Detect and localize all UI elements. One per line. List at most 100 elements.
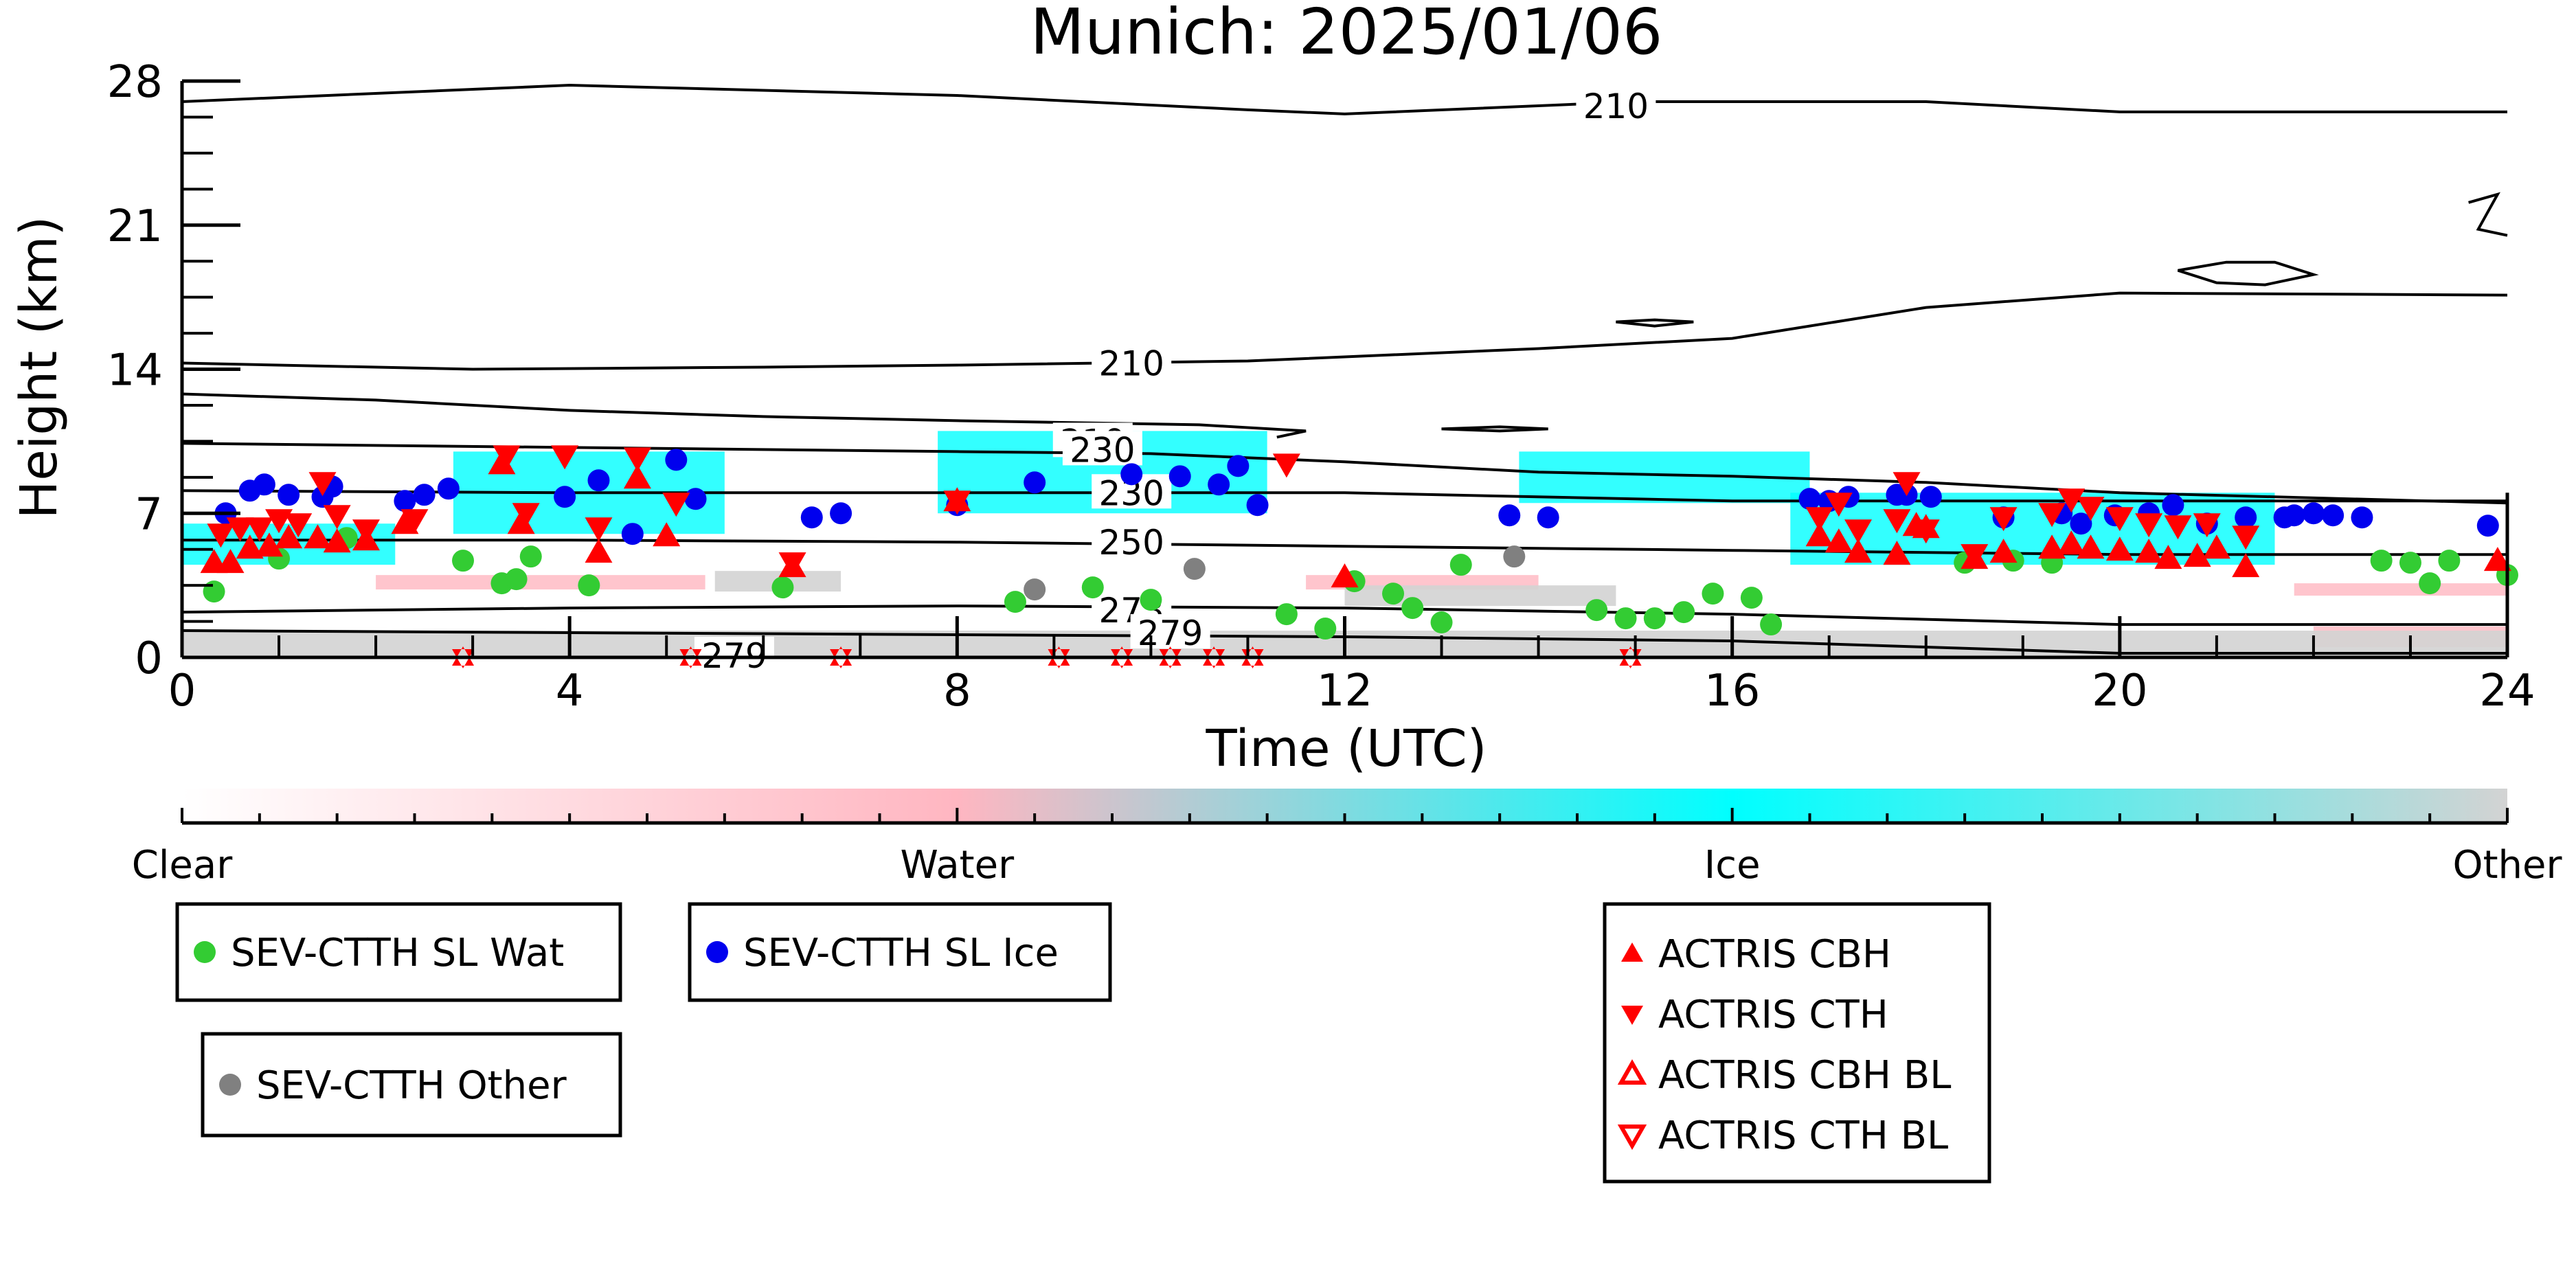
data-point bbox=[2438, 550, 2461, 572]
contour-label-background bbox=[1092, 344, 1172, 379]
data-point bbox=[1208, 473, 1230, 496]
data-point bbox=[413, 484, 436, 506]
data-point bbox=[587, 469, 610, 492]
x-tick-label: 4 bbox=[556, 666, 584, 716]
data-point bbox=[1168, 465, 1191, 488]
legend-label: ACTRIS CBH BL bbox=[1658, 1053, 1951, 1098]
data-point bbox=[1227, 455, 1250, 477]
data-point bbox=[1275, 603, 1298, 626]
data-point bbox=[2105, 507, 2134, 532]
x-tick-label: 20 bbox=[2092, 666, 2147, 716]
legend-frame bbox=[175, 902, 622, 1002]
phase-region-water bbox=[2294, 583, 2507, 596]
data-point bbox=[585, 517, 613, 542]
data-point bbox=[2202, 534, 2230, 559]
data-point bbox=[275, 524, 303, 549]
y-tick-label: 28 bbox=[107, 57, 163, 108]
legends: SEV-CTTH SL Wat SEV-CTTH Other SEV-CTTH SL… bbox=[175, 902, 1991, 1184]
data-point bbox=[1120, 463, 1143, 486]
series-sev-ctth-sl-ice bbox=[214, 449, 2499, 545]
data-point bbox=[621, 523, 644, 545]
data-point bbox=[391, 510, 419, 534]
legend-label: ACTRIS CTH bbox=[1658, 993, 1888, 1037]
y-tick-label: 7 bbox=[135, 489, 163, 540]
data-point bbox=[1702, 583, 1724, 605]
data-point bbox=[1024, 471, 1046, 494]
contour-label-background bbox=[1576, 87, 1656, 122]
data-point bbox=[1961, 545, 1989, 569]
data-point bbox=[1883, 541, 1911, 565]
legend-box: SEV-CTTH SL Ice bbox=[688, 902, 1112, 1002]
data-point bbox=[679, 646, 702, 668]
legend-marker bbox=[1617, 1059, 1647, 1085]
data-point bbox=[437, 477, 460, 500]
legend-label: SEV-CTTH Other bbox=[256, 1063, 567, 1108]
data-point bbox=[1246, 494, 1269, 517]
data-point bbox=[255, 532, 283, 557]
legend-marker bbox=[1621, 942, 1643, 962]
data-point bbox=[512, 503, 540, 528]
data-point bbox=[1740, 587, 1763, 609]
contour-line bbox=[1616, 318, 1694, 328]
data-point bbox=[1430, 611, 1453, 634]
legend-label: SEV-CTTH SL Ice bbox=[743, 931, 1059, 975]
data-point bbox=[2070, 512, 2092, 535]
data-point bbox=[216, 549, 245, 574]
data-point bbox=[771, 576, 794, 599]
data-point bbox=[304, 524, 332, 549]
data-point bbox=[452, 550, 475, 572]
data-point bbox=[1183, 558, 1206, 580]
data-point bbox=[585, 539, 613, 563]
legend-label: SEV-CTTH SL Wat bbox=[231, 931, 564, 975]
data-point bbox=[488, 450, 516, 475]
legend-marker bbox=[1621, 1006, 1643, 1025]
data-point bbox=[2283, 504, 2305, 527]
data-point bbox=[1844, 519, 1873, 544]
data-point bbox=[1824, 528, 1853, 553]
contour-label-background bbox=[1130, 614, 1210, 649]
colorbar-label: Other bbox=[2452, 843, 2562, 888]
phase-region-water bbox=[376, 575, 705, 590]
data-point bbox=[623, 464, 651, 489]
contour-label-background bbox=[1092, 523, 1172, 558]
data-point bbox=[236, 534, 264, 559]
data-point bbox=[1805, 522, 1833, 547]
data-point bbox=[394, 490, 416, 512]
data-point bbox=[662, 493, 690, 517]
data-point bbox=[2483, 547, 2511, 572]
data-point bbox=[2235, 506, 2257, 529]
contour-line bbox=[2177, 260, 2319, 286]
cloud-phase-colorbar: Clear Water Ice Other bbox=[132, 789, 2562, 888]
data-point bbox=[1111, 646, 1133, 668]
data-point bbox=[253, 473, 275, 496]
legend-marker bbox=[706, 941, 728, 963]
legend-box: ACTRIS CBH ACTRIS CTH ACTRIS CBH BL ACTRIS … bbox=[1603, 902, 1991, 1184]
y-axis-label: Height (km) bbox=[10, 216, 69, 519]
data-point bbox=[245, 517, 273, 542]
data-point bbox=[323, 528, 351, 553]
x-axis-label: Time (UTC) bbox=[1205, 719, 1487, 778]
data-point bbox=[684, 488, 707, 510]
data-point bbox=[505, 568, 528, 591]
legend-label: ACTRIS CTH BL bbox=[1658, 1114, 1948, 1158]
data-point bbox=[2476, 515, 2499, 537]
contour-label: 210 bbox=[1098, 344, 1164, 384]
data-point bbox=[830, 502, 852, 525]
colorbar-label: Clear bbox=[132, 843, 233, 888]
data-point bbox=[2232, 553, 2260, 578]
contour-label: 210 bbox=[1583, 87, 1649, 126]
data-point bbox=[2057, 530, 2086, 555]
contour-line bbox=[181, 442, 2508, 505]
chart-title: Munich: 2025/01/06 bbox=[1030, 0, 1663, 69]
data-point bbox=[1140, 589, 1162, 611]
data-point bbox=[1893, 472, 1921, 497]
legend-marker bbox=[194, 941, 216, 963]
contour-line bbox=[181, 83, 2507, 115]
data-point bbox=[1272, 453, 1300, 478]
data-point bbox=[1883, 509, 1911, 534]
data-point bbox=[352, 526, 380, 551]
data-point bbox=[2135, 513, 2163, 538]
contour-line bbox=[1441, 425, 1548, 433]
x-tick-label: 24 bbox=[2479, 666, 2535, 716]
data-point bbox=[2164, 515, 2192, 540]
